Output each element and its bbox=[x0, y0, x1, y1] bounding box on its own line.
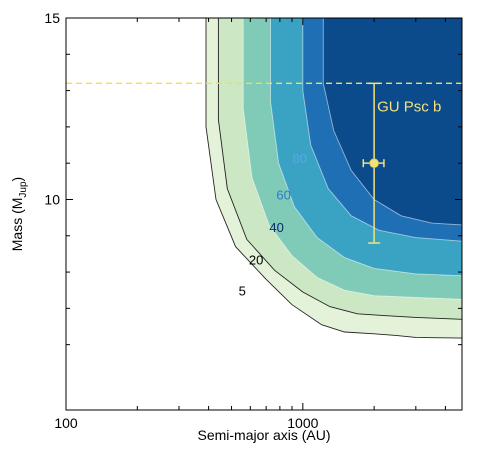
axis-ticks: 100 1000 10 15 bbox=[44, 10, 462, 431]
contour-label-80: 80 bbox=[292, 151, 306, 166]
contour-line-40 bbox=[242, 18, 462, 300]
contour-lines bbox=[205, 18, 462, 339]
contour-line-top bbox=[322, 18, 462, 226]
probability-fills bbox=[206, 18, 462, 339]
plot-frame bbox=[65, 17, 463, 411]
contour-line-20 bbox=[217, 18, 462, 320]
y-tick-label-10: 10 bbox=[44, 191, 60, 207]
planet-label: GU Psc b bbox=[377, 98, 441, 115]
y-axis-title: Mass (MJup) bbox=[9, 177, 29, 251]
contour-fill-top bbox=[323, 18, 462, 225]
contour-label-5: 5 bbox=[239, 283, 246, 298]
contour-line-5 bbox=[205, 18, 462, 339]
contour-labels: 80 60 40 205 bbox=[239, 151, 307, 298]
contour-label-40: 40 bbox=[269, 220, 283, 235]
y-axis-title-close: ) bbox=[9, 177, 25, 182]
x-tick-label-100: 100 bbox=[54, 415, 78, 431]
y-tick-label-15: 15 bbox=[44, 10, 60, 26]
x-axis-title: Semi-major axis (AU) bbox=[197, 427, 330, 443]
contour-line-80 bbox=[302, 18, 462, 242]
y-axis-title-main: Mass (M bbox=[9, 198, 25, 252]
x-tick-label-1000: 1000 bbox=[287, 415, 318, 431]
contour-label-20: 20 bbox=[249, 253, 263, 268]
y-axis-title-subscript: Jup bbox=[18, 181, 29, 198]
planet-point bbox=[369, 158, 380, 169]
contour-label-60: 60 bbox=[276, 187, 290, 202]
planet-marker-group: GU Psc b bbox=[362, 82, 441, 244]
contour-line-60 bbox=[270, 18, 462, 277]
